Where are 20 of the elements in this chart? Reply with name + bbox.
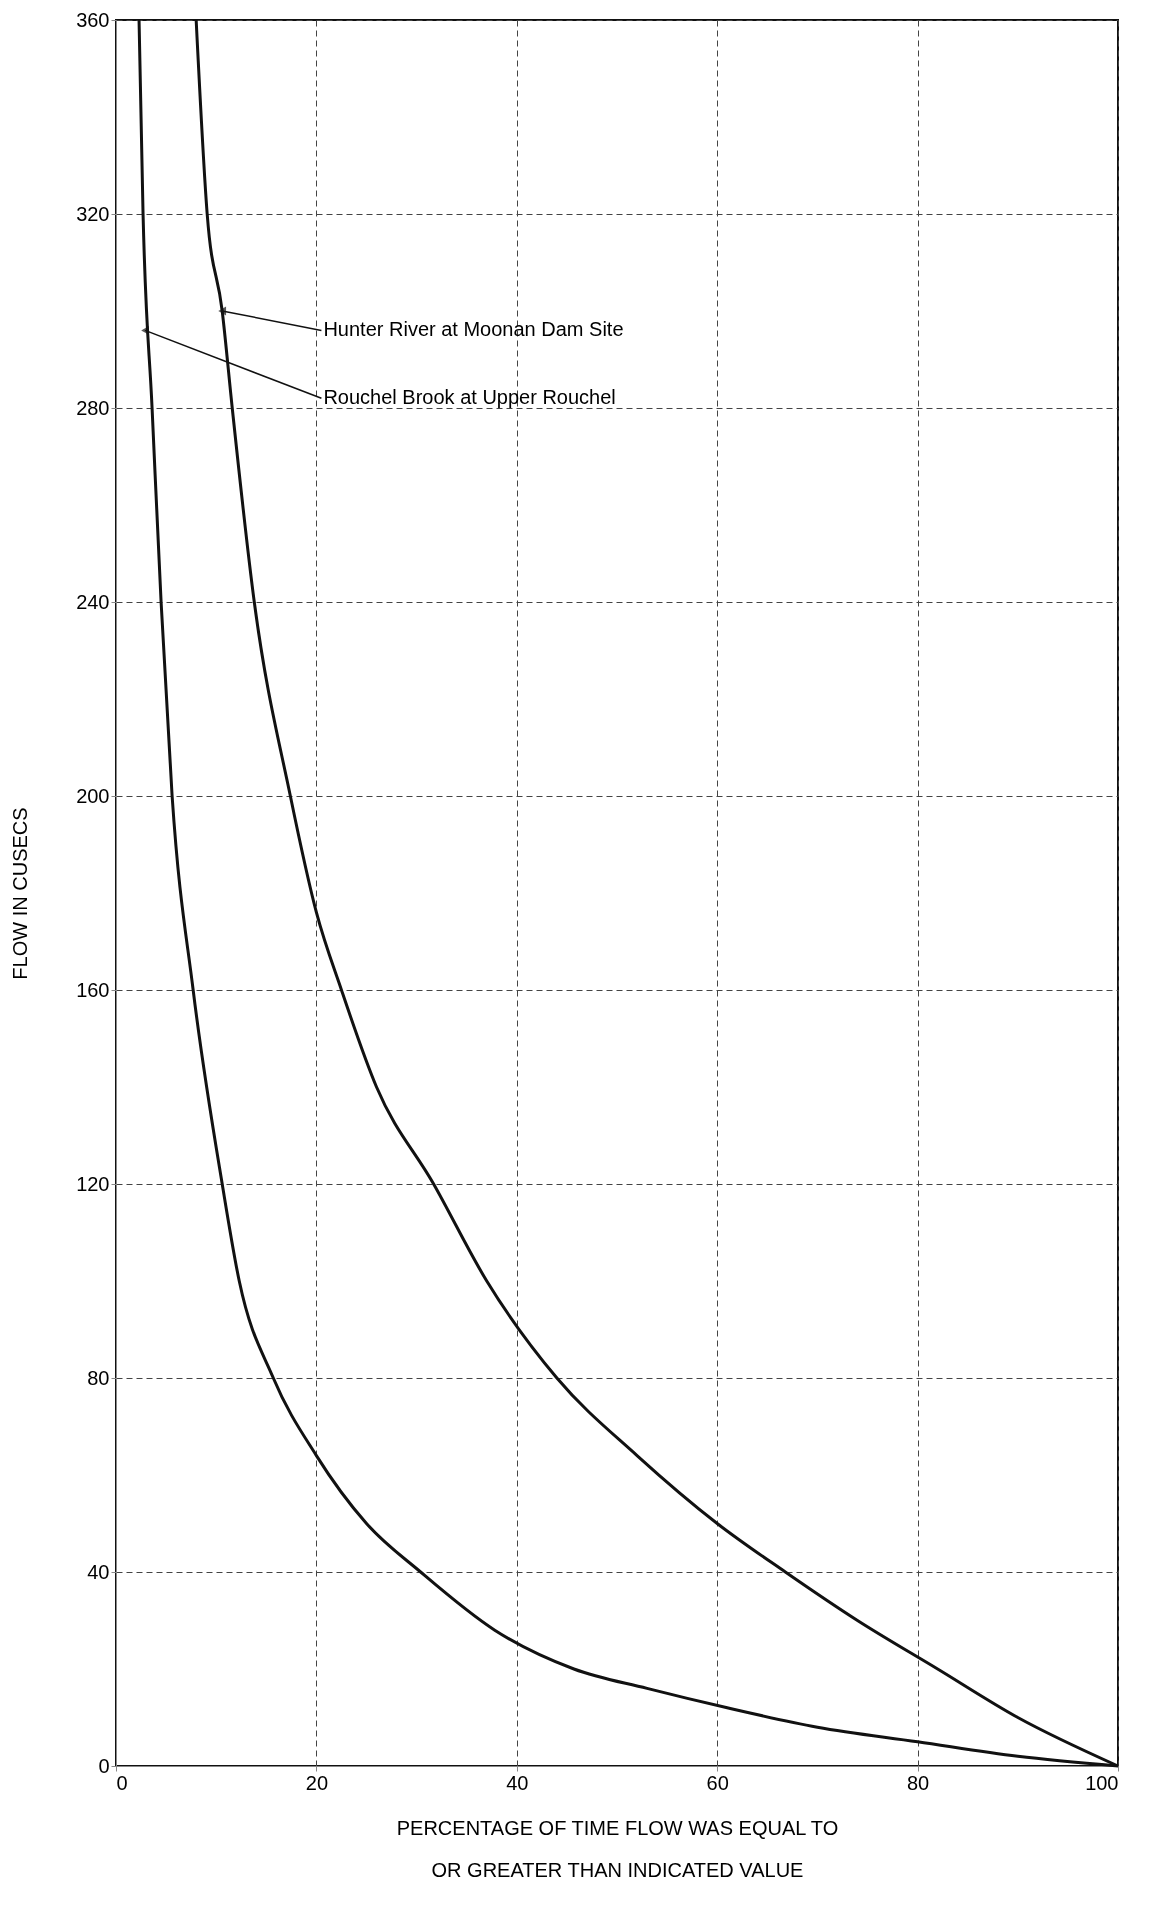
y-tick-label: 80 — [87, 1366, 110, 1389]
x-axis-title: PERCENTAGE OF TIME FLOW WAS EQUAL TO OR GREATER THAN INDICATED VALUE — [396, 1816, 839, 1881]
y-tick-label: 40 — [87, 1560, 110, 1583]
y-tick-label: 280 — [76, 396, 110, 419]
y-tick-label: 200 — [76, 784, 110, 807]
y-axis-title: FLOW IN CUSECS — [9, 807, 32, 980]
y-tick-label: 120 — [76, 1172, 110, 1195]
x-tick-label: 100 — [1085, 1771, 1119, 1794]
x-tick-label: 20 — [305, 1771, 329, 1794]
y-tick-label: 160 — [76, 978, 110, 1001]
y-tick-label: 240 — [76, 590, 110, 613]
y-tick-label: 320 — [76, 202, 110, 225]
x-tick-label: 40 — [506, 1771, 529, 1794]
y-tick-label: 360 — [76, 8, 110, 31]
y-tick-label: 0 — [98, 1754, 110, 1777]
x-tick-label: 80 — [906, 1771, 930, 1794]
x-tick-label: 0 — [116, 1771, 128, 1794]
x-tick-label: 60 — [706, 1771, 729, 1794]
annotation: Hunter River at Moonan Dam Site — [323, 318, 624, 341]
annotation: Rouchel Brook at Upper Rouchel — [323, 386, 616, 409]
